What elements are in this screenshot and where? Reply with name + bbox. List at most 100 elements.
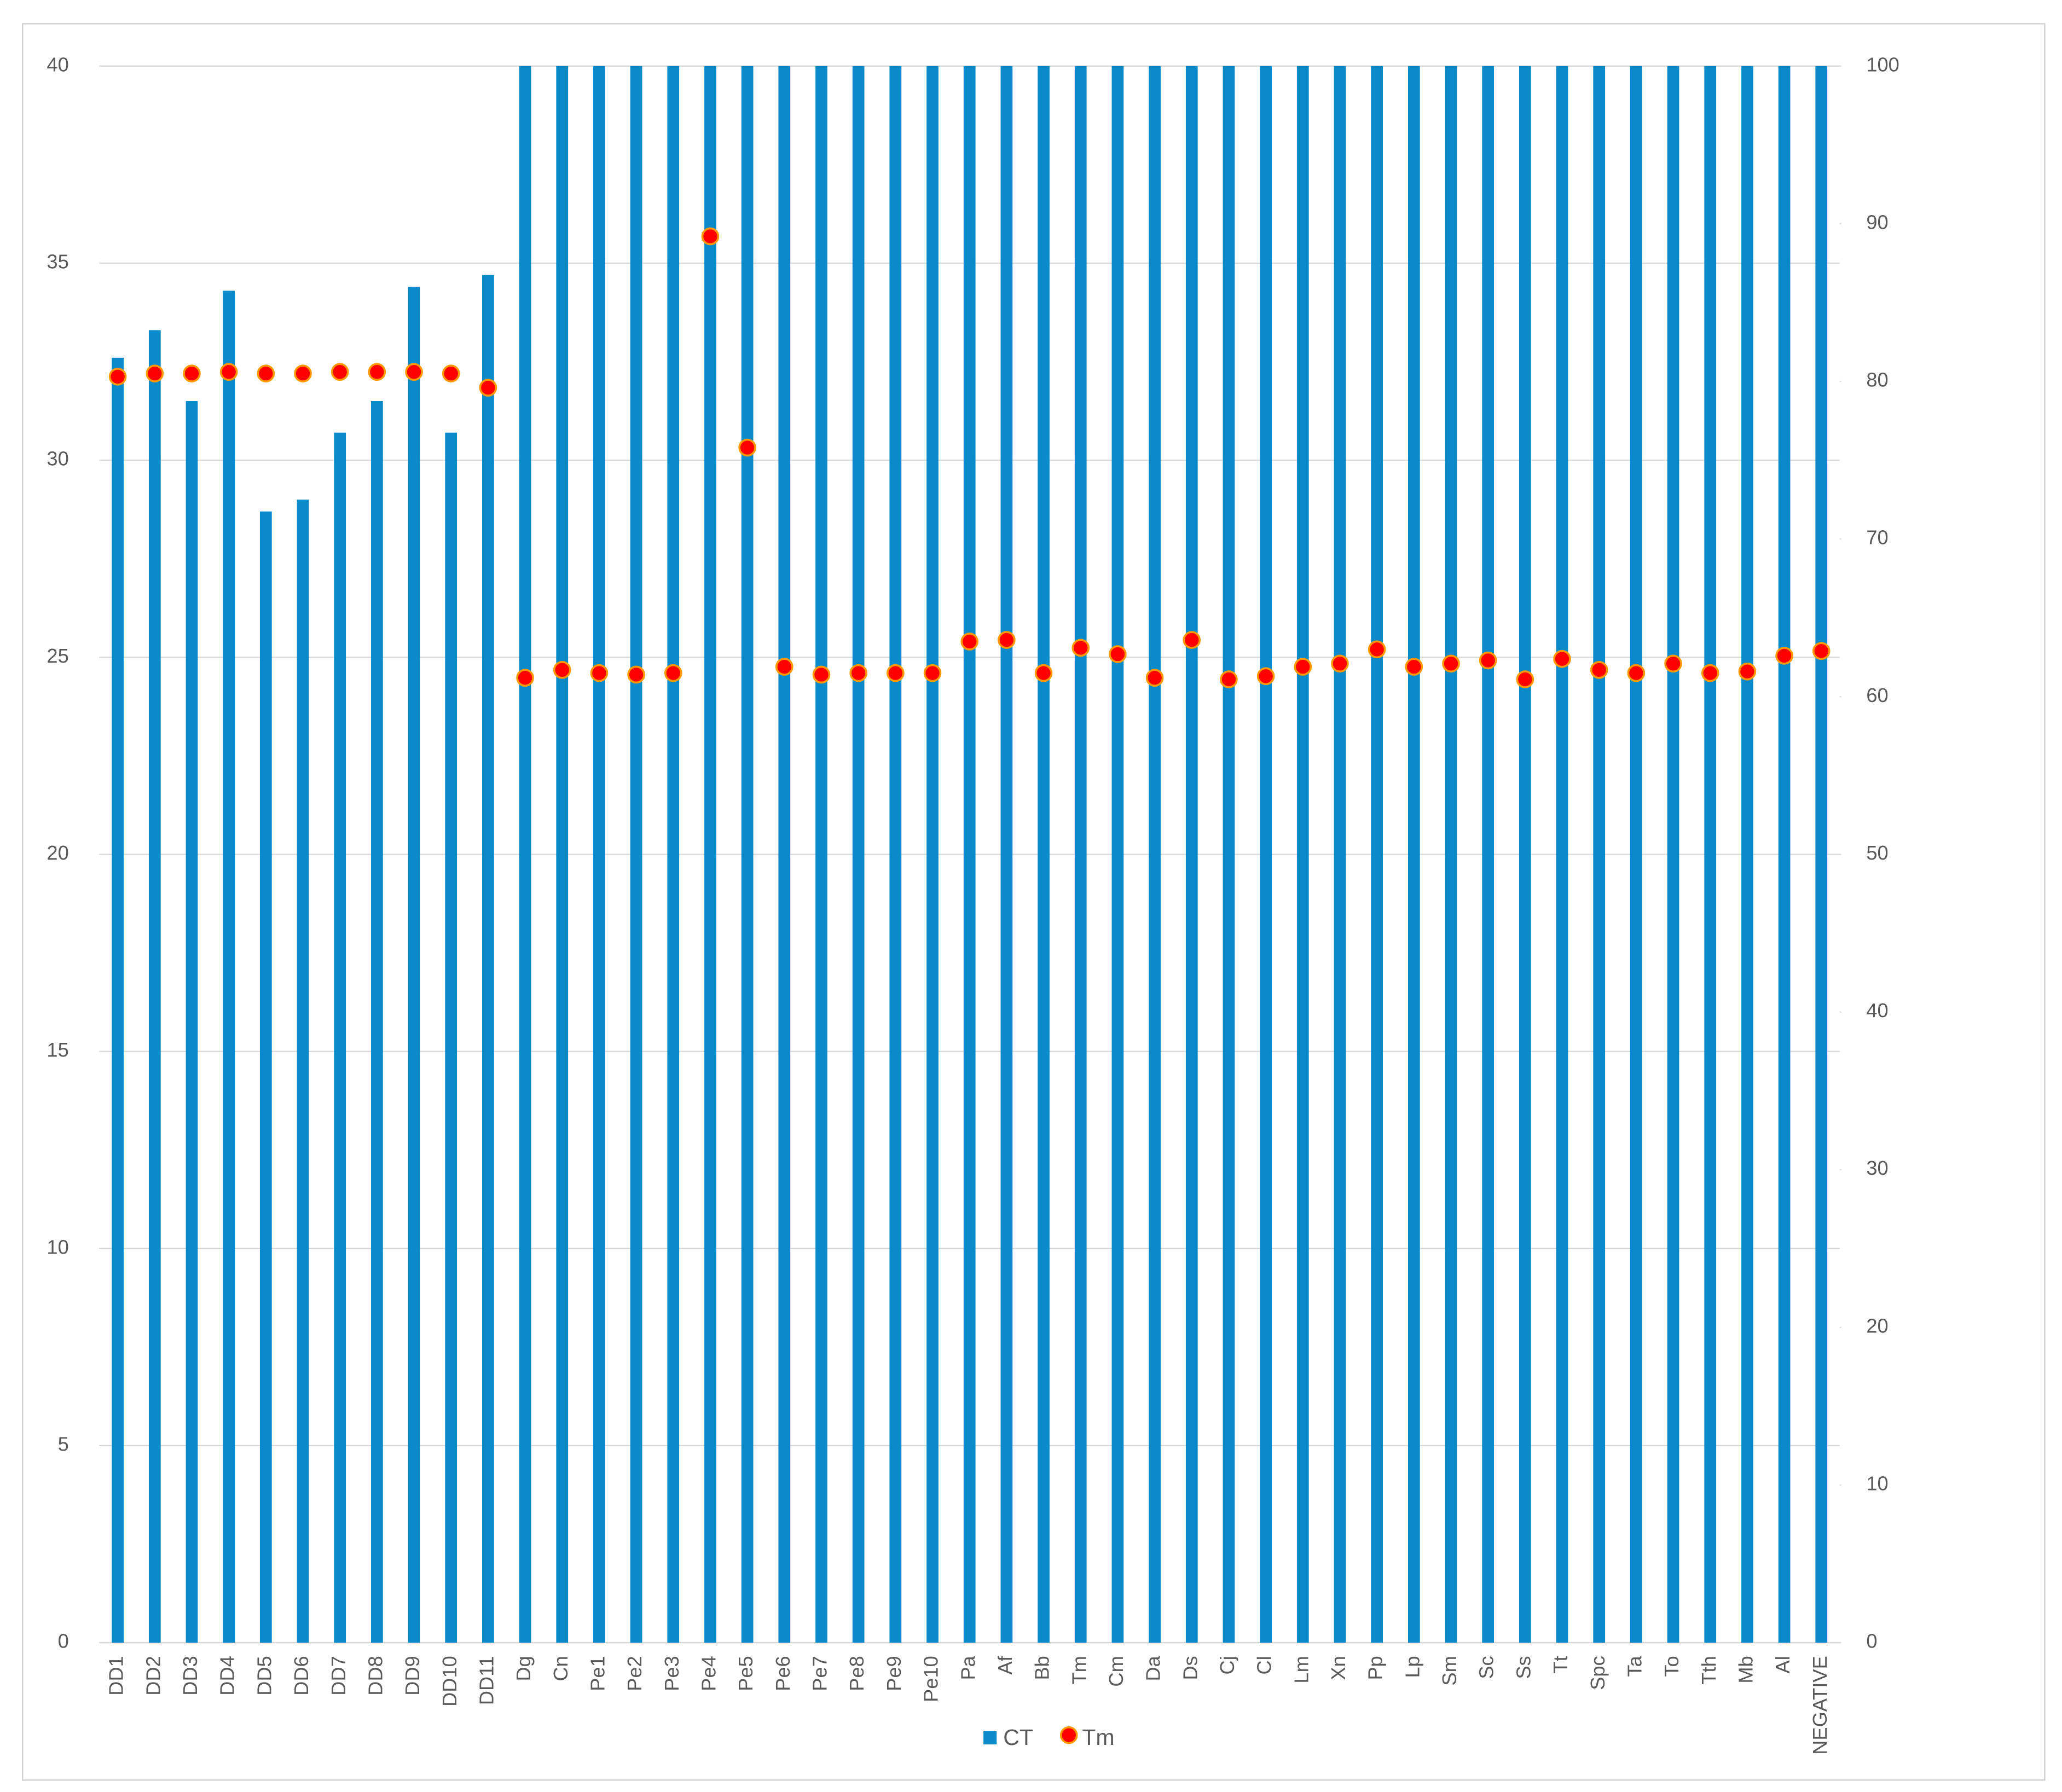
x-tick-label: Sc xyxy=(1475,1656,1498,1679)
x-tick-label: Pe6 xyxy=(772,1656,794,1691)
point xyxy=(405,363,423,381)
point xyxy=(1109,645,1127,663)
x-tick-label: Pe3 xyxy=(661,1656,683,1691)
point xyxy=(998,631,1016,649)
point xyxy=(849,664,867,682)
x-tick-label: Pe2 xyxy=(623,1656,646,1691)
bar xyxy=(741,66,754,1643)
bar xyxy=(1519,66,1531,1643)
bar xyxy=(297,500,309,1643)
y-tick-label: 10 xyxy=(47,1236,68,1258)
y-tick-label: 35 xyxy=(47,250,68,272)
point xyxy=(1034,664,1053,682)
bar xyxy=(556,66,569,1643)
y2-tick-label: 60 xyxy=(1866,684,1888,706)
bar xyxy=(1815,66,1828,1643)
bar xyxy=(630,66,642,1643)
y2-tick-label: 30 xyxy=(1866,1157,1888,1179)
x-tick-label: Spc xyxy=(1586,1656,1609,1690)
bar xyxy=(1111,66,1124,1643)
x-tick-label: DD2 xyxy=(142,1656,164,1695)
x-tick-label: DD4 xyxy=(216,1656,239,1695)
point xyxy=(1071,639,1090,657)
point xyxy=(887,664,905,682)
x-tick-label: Lm xyxy=(1290,1656,1312,1683)
point xyxy=(1331,654,1349,673)
x-tick-label: Ta xyxy=(1623,1655,1646,1677)
y-tick-label: 20 xyxy=(47,842,68,864)
point xyxy=(479,379,497,397)
legend-swatch xyxy=(983,1731,997,1745)
bar xyxy=(1445,66,1457,1643)
legend-label: CT xyxy=(1003,1725,1033,1750)
x-tick-label: DD8 xyxy=(364,1656,386,1695)
x-tick-label: DD5 xyxy=(253,1656,275,1695)
x-tick-label: Ds xyxy=(1179,1656,1201,1680)
x-tick-label: DD3 xyxy=(179,1656,201,1695)
x-tick-label: DD9 xyxy=(401,1656,424,1695)
bar xyxy=(1778,66,1791,1643)
point xyxy=(1516,670,1534,688)
bar xyxy=(445,432,457,1643)
x-tick-label: Pe1 xyxy=(586,1656,609,1691)
bar xyxy=(1296,66,1309,1643)
bar xyxy=(667,66,680,1643)
x-tick-label: Lp xyxy=(1401,1656,1423,1678)
y2-tick-label: 40 xyxy=(1866,999,1888,1022)
point xyxy=(1664,654,1682,673)
bar xyxy=(1223,66,1235,1643)
x-tick-label: Tm xyxy=(1068,1656,1090,1684)
legend-swatch xyxy=(1059,1726,1078,1744)
bar xyxy=(852,66,865,1643)
y-tick-label: 5 xyxy=(58,1433,69,1455)
x-tick-label: Da xyxy=(1142,1655,1165,1681)
x-tick-label: Pe5 xyxy=(734,1656,757,1691)
point xyxy=(590,664,609,682)
x-tick-label: DD7 xyxy=(327,1656,350,1695)
point xyxy=(516,669,534,687)
x-tick-label: Mb xyxy=(1734,1656,1757,1683)
point xyxy=(1294,658,1312,676)
point xyxy=(257,364,275,382)
bar xyxy=(1556,66,1568,1643)
y2-tick-label: 0 xyxy=(1866,1630,1877,1652)
bar xyxy=(1000,66,1013,1643)
x-tick-label: Tth xyxy=(1698,1656,1720,1684)
x-tick-label: DD6 xyxy=(290,1656,312,1695)
bar xyxy=(482,275,494,1643)
x-tick-label: Pp xyxy=(1364,1656,1387,1680)
bar xyxy=(259,511,272,1643)
bar xyxy=(223,291,235,1643)
x-tick-label: Pe4 xyxy=(698,1656,720,1691)
x-tick-label: Sm xyxy=(1438,1656,1461,1685)
y2-tick-label: 90 xyxy=(1866,211,1888,233)
bar xyxy=(1149,66,1161,1643)
bar xyxy=(334,432,346,1643)
point xyxy=(1627,664,1646,682)
x-tick-label: DD10 xyxy=(438,1656,461,1707)
point xyxy=(146,364,164,382)
y2-tick-label: 100 xyxy=(1866,53,1899,76)
point xyxy=(1553,649,1571,668)
x-tick-label: Pe10 xyxy=(920,1656,942,1702)
y-tick-label: 30 xyxy=(47,448,68,470)
bar xyxy=(1185,66,1198,1643)
x-tick-label: Cm xyxy=(1105,1656,1127,1686)
y-tick-label: 0 xyxy=(58,1630,69,1652)
point xyxy=(1442,654,1460,673)
point xyxy=(960,633,978,651)
point xyxy=(923,664,942,682)
point xyxy=(1812,642,1831,660)
bar xyxy=(815,66,827,1643)
y-tick-label: 25 xyxy=(47,645,68,667)
bar xyxy=(519,66,531,1643)
point xyxy=(1183,631,1201,649)
bar xyxy=(186,401,198,1643)
point xyxy=(1405,658,1423,676)
x-tick-label: DD11 xyxy=(475,1656,497,1705)
bar xyxy=(704,66,716,1643)
x-tick-label: Af xyxy=(994,1655,1016,1674)
y-tick-label: 15 xyxy=(47,1039,68,1061)
bar xyxy=(1630,66,1642,1643)
